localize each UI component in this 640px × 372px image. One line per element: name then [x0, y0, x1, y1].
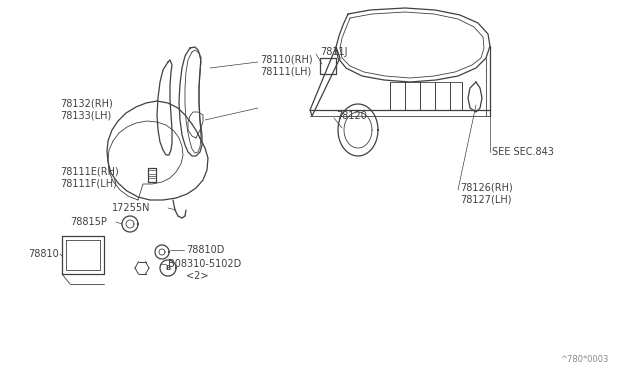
Text: B08310-5102D: B08310-5102D: [168, 259, 241, 269]
Text: 78132(RH): 78132(RH): [60, 99, 113, 109]
Text: 7811J: 7811J: [320, 47, 348, 57]
Text: B: B: [165, 265, 171, 271]
Text: 78133(LH): 78133(LH): [60, 111, 111, 121]
Text: 78126(RH): 78126(RH): [460, 183, 513, 193]
Text: 78810D: 78810D: [186, 245, 225, 255]
Text: SEE SEC.843: SEE SEC.843: [492, 147, 554, 157]
Text: 78110(RH): 78110(RH): [260, 55, 312, 65]
Text: 78127(LH): 78127(LH): [460, 195, 511, 205]
Text: 78815P: 78815P: [70, 217, 107, 227]
Text: 78810: 78810: [28, 249, 59, 259]
Text: <2>: <2>: [186, 271, 209, 281]
Text: 78111F(LH): 78111F(LH): [60, 179, 117, 189]
Text: 78111(LH): 78111(LH): [260, 67, 311, 77]
Text: 78111E(RH): 78111E(RH): [60, 167, 119, 177]
Text: 17255N: 17255N: [112, 203, 150, 213]
Text: ^780*0003: ^780*0003: [560, 356, 609, 365]
Text: 78120: 78120: [336, 111, 367, 121]
